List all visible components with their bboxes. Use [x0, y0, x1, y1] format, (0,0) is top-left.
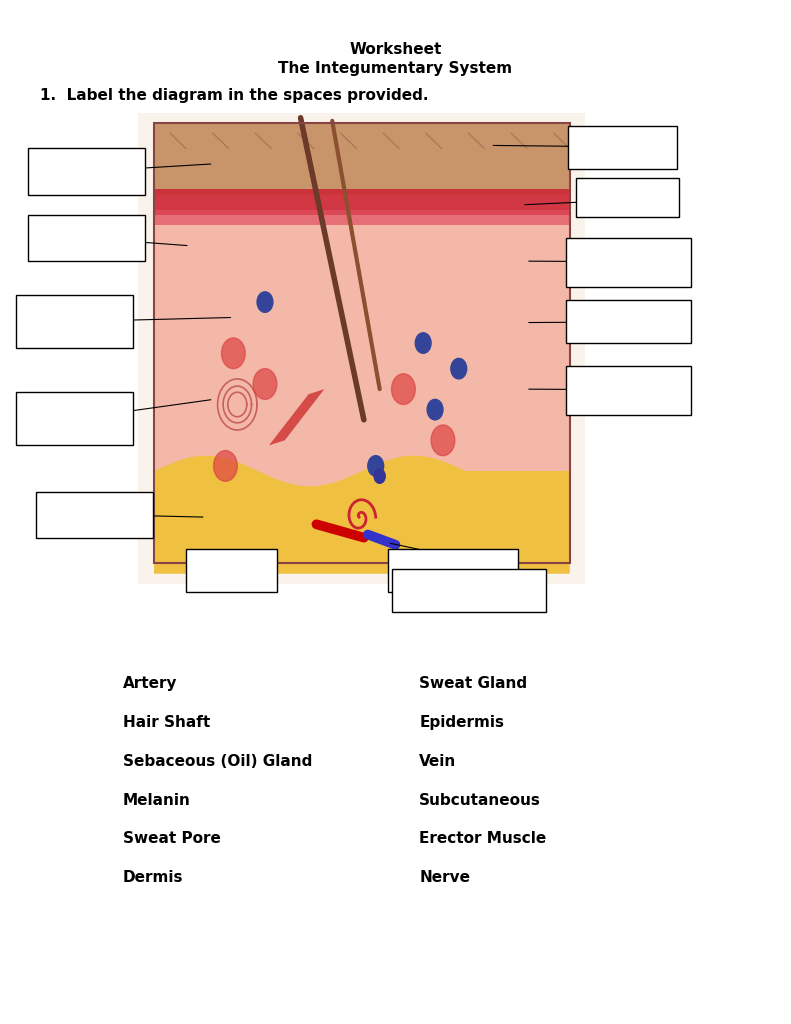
- FancyBboxPatch shape: [576, 178, 679, 217]
- Circle shape: [368, 456, 384, 476]
- Polygon shape: [154, 123, 570, 195]
- Polygon shape: [154, 471, 249, 553]
- Polygon shape: [154, 164, 570, 492]
- Polygon shape: [154, 276, 570, 481]
- Circle shape: [415, 333, 431, 353]
- Text: Sweat Pore: Sweat Pore: [123, 831, 221, 847]
- FancyBboxPatch shape: [16, 295, 133, 348]
- FancyBboxPatch shape: [36, 492, 153, 538]
- Circle shape: [431, 425, 455, 456]
- FancyBboxPatch shape: [16, 392, 133, 445]
- Circle shape: [253, 369, 277, 399]
- Circle shape: [392, 374, 415, 404]
- Text: Nerve: Nerve: [419, 870, 470, 886]
- FancyBboxPatch shape: [566, 366, 691, 415]
- FancyBboxPatch shape: [392, 569, 546, 612]
- Polygon shape: [138, 113, 585, 584]
- Text: Artery: Artery: [123, 676, 177, 691]
- Polygon shape: [269, 389, 324, 445]
- Text: Vein: Vein: [419, 754, 456, 769]
- Circle shape: [214, 451, 237, 481]
- Text: Erector Muscle: Erector Muscle: [419, 831, 547, 847]
- Text: 1.  Label the diagram in the spaces provided.: 1. Label the diagram in the spaces provi…: [40, 88, 428, 102]
- Text: Epidermis: Epidermis: [419, 715, 504, 730]
- Circle shape: [451, 358, 467, 379]
- FancyBboxPatch shape: [186, 549, 277, 592]
- Text: Dermis: Dermis: [123, 870, 183, 886]
- Polygon shape: [154, 440, 570, 573]
- Circle shape: [374, 469, 385, 483]
- Text: Hair Shaft: Hair Shaft: [123, 715, 210, 730]
- FancyBboxPatch shape: [388, 549, 518, 592]
- Text: Melanin: Melanin: [123, 793, 191, 808]
- Polygon shape: [154, 189, 570, 215]
- Text: Sweat Gland: Sweat Gland: [419, 676, 528, 691]
- FancyBboxPatch shape: [566, 238, 691, 287]
- FancyBboxPatch shape: [28, 215, 145, 261]
- FancyBboxPatch shape: [28, 148, 145, 195]
- Circle shape: [427, 399, 443, 420]
- FancyBboxPatch shape: [568, 126, 677, 169]
- Circle shape: [221, 338, 245, 369]
- Text: The Integumentary System: The Integumentary System: [278, 61, 513, 76]
- Circle shape: [257, 292, 273, 312]
- Text: Sebaceous (Oil) Gland: Sebaceous (Oil) Gland: [123, 754, 312, 769]
- Polygon shape: [459, 471, 570, 553]
- FancyBboxPatch shape: [566, 300, 691, 343]
- Text: Subcutaneous: Subcutaneous: [419, 793, 541, 808]
- Polygon shape: [154, 210, 570, 225]
- Text: Worksheet: Worksheet: [350, 42, 441, 56]
- Polygon shape: [154, 456, 570, 573]
